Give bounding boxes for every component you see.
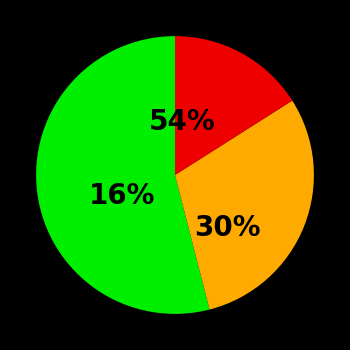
Text: 30%: 30% bbox=[195, 214, 261, 242]
Wedge shape bbox=[175, 36, 292, 175]
Text: 16%: 16% bbox=[89, 182, 155, 210]
Text: 54%: 54% bbox=[149, 108, 215, 136]
Wedge shape bbox=[175, 100, 314, 309]
Wedge shape bbox=[36, 36, 210, 314]
